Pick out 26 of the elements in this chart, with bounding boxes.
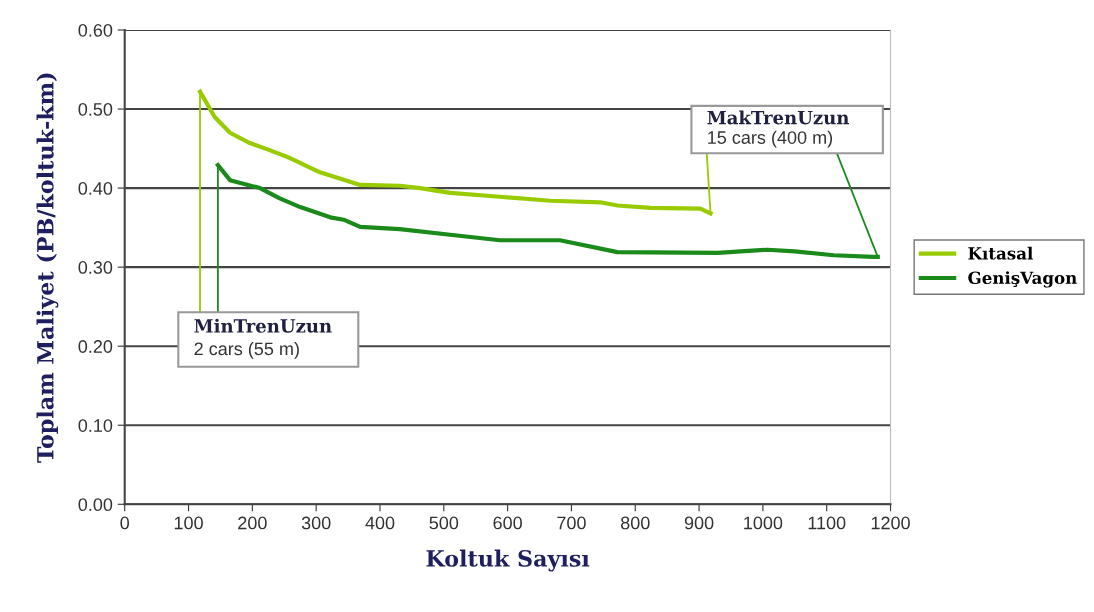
annotation: MakTrenUzun 15 cars (400 m) [707,110,850,148]
x-tick-label: 200 [238,516,267,530]
x-axis-title: Koltuk Sayısı [426,549,590,572]
y-tick-label: 0.30 [78,261,113,274]
x-tick-label: 600 [493,516,522,530]
x-tick-label: 400 [365,516,395,530]
x-tick-label: 0 [120,516,130,530]
y-tick-label: 0.20 [78,340,113,353]
x-tick-label: 1000 [744,516,783,530]
y-tick-label: 0.40 [78,182,113,195]
y-tick-label: 0.10 [78,419,113,432]
x-tick-label: 1100 [808,516,846,530]
y-axis-title: Toplam Maliyet (PB/koltuk-km) [36,73,59,463]
x-tick-label: 500 [429,516,459,530]
x-tick-label: 800 [620,516,650,530]
x-tick-label: 900 [684,516,714,530]
legend-label: GenişVagon [968,271,1077,288]
y-tick-label: 0.60 [78,23,113,37]
y-tick-label: 0.00 [78,498,113,512]
x-tick-label: 700 [557,516,586,530]
x-tick-label: 1200 [871,516,910,530]
y-tick-label: 0.50 [78,102,113,116]
annotation: MinTrenUzun 2 cars (55 m) [194,318,332,359]
x-tick-label: 300 [301,516,331,530]
x-tick-label: 100 [174,516,203,530]
legend-label: Kıtasal [968,246,1033,260]
